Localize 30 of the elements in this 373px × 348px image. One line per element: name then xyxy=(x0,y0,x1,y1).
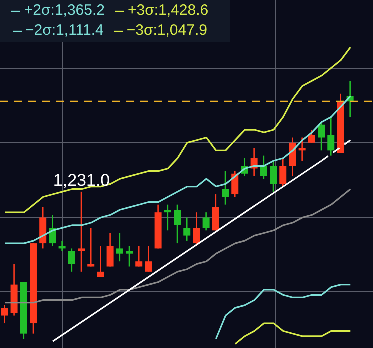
candlestick xyxy=(174,204,182,244)
candlestick xyxy=(212,194,220,232)
candlestick xyxy=(318,122,326,152)
candlestick xyxy=(328,116,335,156)
candlestick xyxy=(308,129,316,144)
candlestick xyxy=(298,137,306,162)
candlestick xyxy=(270,160,278,193)
legend-label: −3σ:1,047.9 xyxy=(126,22,208,39)
candlestick xyxy=(260,155,268,180)
legend-label: +2σ:1,365.2 xyxy=(24,2,105,19)
candlestick xyxy=(222,170,230,206)
candlestick xyxy=(136,245,143,268)
candlestick xyxy=(116,232,124,262)
candlestick xyxy=(68,248,76,273)
candlestick xyxy=(1,304,8,324)
candlestick xyxy=(184,217,191,242)
candlestick xyxy=(106,232,114,268)
candlestick xyxy=(126,245,134,268)
legend-label: +3σ:1,428.6 xyxy=(128,2,209,19)
candlestick xyxy=(164,204,172,232)
candlestick xyxy=(78,191,85,273)
legend-label: −2σ:1,111.4 xyxy=(26,22,104,39)
candlestick xyxy=(88,227,95,268)
candlestick xyxy=(280,158,287,188)
candlestick xyxy=(193,212,200,247)
candlestick xyxy=(58,240,66,252)
candlestick xyxy=(202,212,210,232)
candlestick xyxy=(145,245,152,273)
candlestick xyxy=(97,245,104,278)
annotation: 1,231.0 xyxy=(53,170,110,190)
